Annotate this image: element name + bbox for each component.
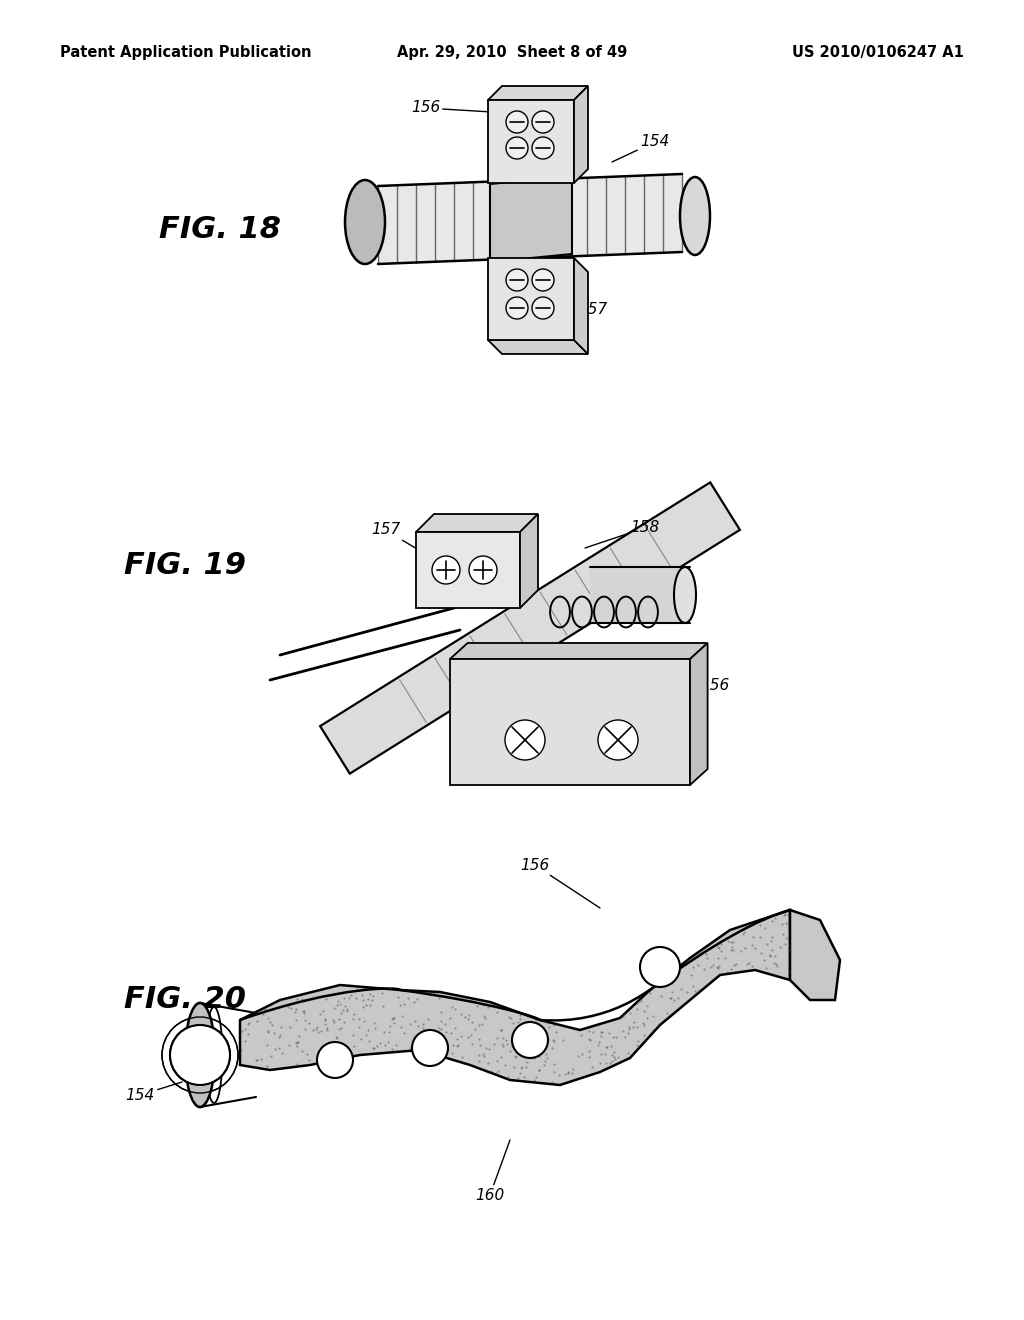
Circle shape (640, 946, 680, 987)
Circle shape (506, 111, 528, 133)
Polygon shape (574, 257, 588, 354)
Circle shape (506, 137, 528, 158)
Text: 157: 157 (536, 294, 607, 318)
Text: 156: 156 (520, 858, 600, 908)
Text: 157: 157 (371, 523, 432, 558)
Circle shape (506, 297, 528, 319)
Polygon shape (240, 909, 790, 1085)
Text: US 2010/0106247 A1: US 2010/0106247 A1 (793, 45, 964, 59)
Text: FIG. 19: FIG. 19 (124, 550, 246, 579)
Circle shape (532, 111, 554, 133)
Circle shape (412, 1030, 449, 1067)
Circle shape (170, 1026, 230, 1085)
Circle shape (506, 269, 528, 290)
Polygon shape (520, 513, 538, 609)
Polygon shape (378, 174, 682, 264)
Ellipse shape (185, 1003, 215, 1107)
Text: 154: 154 (612, 135, 670, 162)
Circle shape (505, 719, 545, 760)
Circle shape (469, 556, 497, 583)
Text: 160: 160 (475, 1140, 510, 1203)
Text: 158: 158 (585, 520, 659, 548)
Polygon shape (590, 568, 690, 623)
Text: 154: 154 (126, 1082, 182, 1102)
Polygon shape (416, 513, 538, 532)
Circle shape (317, 1041, 353, 1078)
Polygon shape (488, 86, 588, 100)
Polygon shape (574, 86, 588, 183)
Text: FIG. 18: FIG. 18 (159, 215, 281, 244)
Polygon shape (450, 659, 690, 785)
Text: 156: 156 (655, 677, 729, 702)
Text: FIG. 20: FIG. 20 (124, 986, 246, 1015)
Circle shape (532, 297, 554, 319)
Circle shape (598, 719, 638, 760)
Text: 156: 156 (411, 100, 492, 116)
Circle shape (432, 556, 460, 583)
Circle shape (532, 137, 554, 158)
Polygon shape (790, 909, 840, 1001)
Ellipse shape (680, 177, 710, 255)
Circle shape (532, 269, 554, 290)
Polygon shape (416, 532, 520, 609)
Ellipse shape (186, 1003, 214, 1107)
Circle shape (170, 1026, 230, 1085)
Ellipse shape (345, 180, 385, 264)
Polygon shape (490, 176, 572, 261)
Polygon shape (488, 100, 574, 183)
Polygon shape (690, 643, 708, 785)
Polygon shape (488, 257, 574, 341)
Text: Apr. 29, 2010  Sheet 8 of 49: Apr. 29, 2010 Sheet 8 of 49 (397, 45, 627, 59)
Text: Patent Application Publication: Patent Application Publication (60, 45, 311, 59)
Circle shape (512, 1022, 548, 1059)
Polygon shape (488, 341, 588, 354)
Ellipse shape (674, 568, 696, 623)
Polygon shape (321, 482, 740, 774)
Polygon shape (450, 643, 708, 659)
